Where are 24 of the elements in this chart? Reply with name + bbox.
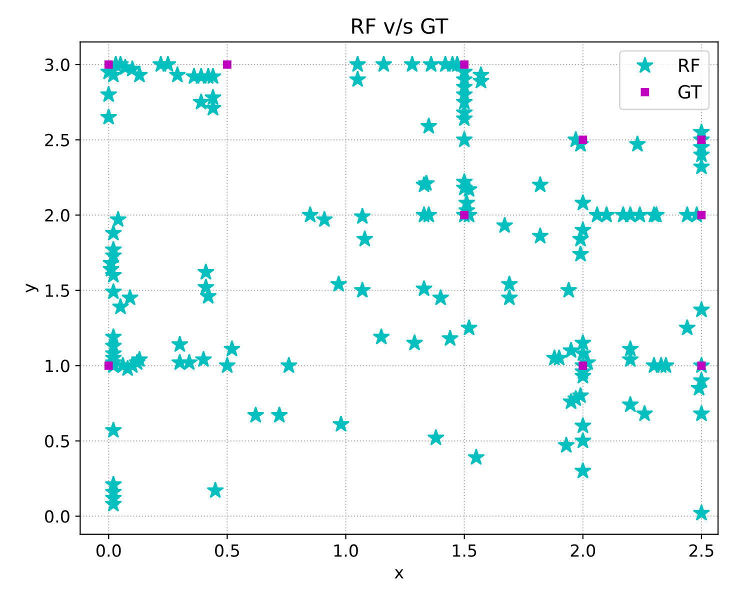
y-tick-label: 0.0 [45,510,70,523]
chart-title: RF v/s GT [352,18,448,36]
point [460,60,469,69]
point [697,210,706,220]
y-axis-title: y [26,284,38,293]
point [223,60,232,69]
y-tick-label: 2.5 [45,134,70,146]
x-tick-label: 2.5 [689,544,714,557]
point [104,60,113,69]
x-axis-title: x [394,569,404,578]
x-tick-label: 2.0 [570,544,596,557]
y-tick-label: 1.5 [46,284,70,297]
y-tick-label: 0.5 [45,434,70,448]
y-tick-label: 2.0 [45,209,70,222]
legend-label: GT [678,85,702,99]
legend-label: RF [679,58,700,72]
point [104,361,113,370]
y-tick-label: 1.0 [46,360,70,372]
y-tick-label: 3.0 [45,58,70,72]
x-tick-label: 1.0 [334,544,358,557]
x-tick-label: 0.0 [96,544,121,557]
x-tick-label: 1.5 [452,544,476,557]
x-tick-label: 0.5 [215,544,240,557]
point [697,136,706,144]
